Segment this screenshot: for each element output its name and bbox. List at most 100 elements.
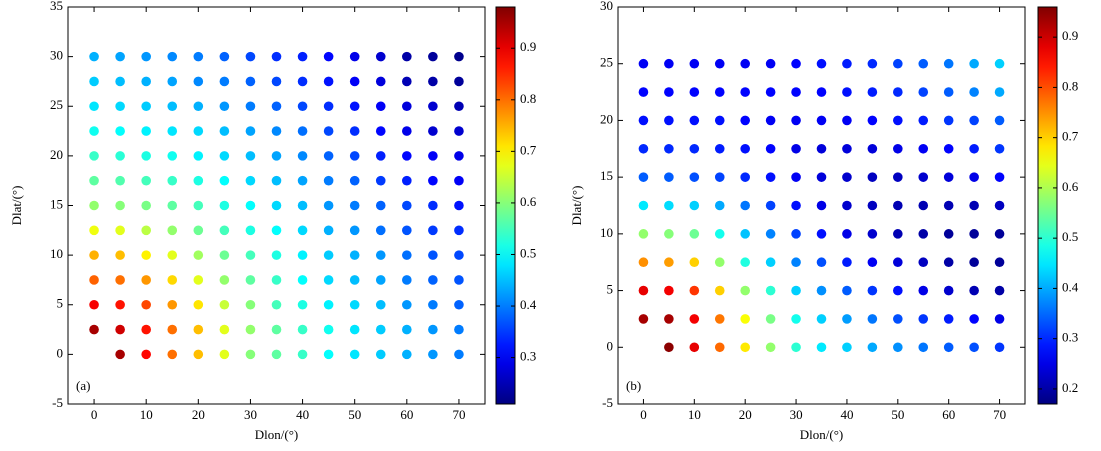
- point: [167, 275, 178, 285]
- point: [664, 115, 674, 126]
- x-tick-label: 40: [840, 407, 853, 422]
- point: [689, 257, 700, 268]
- point: [842, 115, 852, 126]
- point: [664, 342, 674, 353]
- point: [428, 324, 438, 335]
- point: [994, 314, 1005, 324]
- point: [918, 314, 929, 324]
- point: [867, 143, 878, 154]
- point: [115, 126, 125, 136]
- point: [297, 101, 308, 112]
- point: [791, 314, 801, 324]
- point: [375, 349, 386, 360]
- x-tick-label: 70: [993, 407, 1006, 422]
- point: [867, 285, 878, 296]
- point: [349, 51, 360, 62]
- point: [994, 285, 1005, 296]
- point: [402, 275, 412, 285]
- point: [375, 175, 386, 186]
- point: [816, 200, 827, 211]
- point: [402, 250, 412, 260]
- point: [638, 87, 649, 97]
- colorbar-tick-label: 0.6: [520, 194, 537, 209]
- point: [638, 143, 649, 154]
- point: [349, 151, 360, 161]
- point: [323, 51, 334, 62]
- point: [402, 76, 412, 87]
- x-tick-label: 30: [790, 407, 803, 422]
- point: [689, 115, 700, 126]
- point: [193, 349, 204, 360]
- point: [454, 299, 464, 310]
- point: [271, 101, 282, 112]
- point: [375, 76, 386, 87]
- y-tick-label: 35: [50, 0, 63, 13]
- point: [893, 285, 903, 296]
- point: [141, 250, 151, 260]
- point: [219, 275, 230, 285]
- point: [245, 101, 256, 112]
- point: [115, 51, 125, 62]
- point: [791, 285, 801, 296]
- point: [245, 76, 256, 87]
- point: [969, 58, 979, 69]
- point: [323, 175, 334, 186]
- colorbar-tick-label: 0.4: [520, 297, 537, 312]
- point: [245, 200, 256, 211]
- point: [969, 87, 979, 97]
- point: [740, 229, 750, 239]
- point: [893, 87, 903, 97]
- point: [428, 175, 438, 186]
- y-tick-label: 25: [50, 97, 63, 112]
- colorbar-tick-label: 0.5: [1062, 229, 1078, 244]
- point: [994, 229, 1005, 239]
- point: [428, 200, 438, 211]
- point: [271, 51, 282, 62]
- point: [918, 229, 929, 239]
- x-tick-label: 60: [942, 407, 955, 422]
- point: [791, 58, 801, 69]
- colorbar-tick-label: 0.3: [520, 349, 536, 364]
- point: [740, 115, 750, 126]
- point: [245, 299, 256, 310]
- colorbar: [495, 6, 516, 405]
- x-tick-label: 50: [891, 407, 904, 422]
- point: [245, 225, 256, 236]
- point: [816, 342, 827, 353]
- point: [765, 342, 776, 353]
- point: [375, 225, 386, 236]
- point: [842, 314, 852, 324]
- colorbar-tick-label: 0.8: [520, 91, 536, 106]
- point: [638, 58, 649, 69]
- point: [867, 87, 878, 97]
- point: [918, 87, 929, 97]
- point: [994, 58, 1005, 69]
- point: [89, 225, 99, 236]
- point: [664, 172, 674, 182]
- point: [89, 250, 99, 260]
- point: [271, 324, 282, 335]
- point: [297, 76, 308, 87]
- point: [454, 200, 464, 211]
- point: [867, 58, 878, 69]
- point: [193, 200, 204, 211]
- point: [271, 299, 282, 310]
- point: [349, 324, 360, 335]
- point: [271, 126, 282, 136]
- point: [89, 51, 99, 62]
- x-tick-label: 70: [452, 407, 465, 422]
- point: [842, 257, 852, 268]
- point: [994, 172, 1005, 182]
- point: [664, 143, 674, 154]
- y-tick-label: -5: [52, 395, 63, 410]
- point: [193, 275, 204, 285]
- point: [816, 172, 827, 182]
- point: [297, 275, 308, 285]
- point: [271, 151, 282, 161]
- point: [271, 175, 282, 186]
- point: [375, 275, 386, 285]
- point: [994, 115, 1005, 126]
- point: [271, 275, 282, 285]
- point: [791, 200, 801, 211]
- point: [89, 324, 99, 335]
